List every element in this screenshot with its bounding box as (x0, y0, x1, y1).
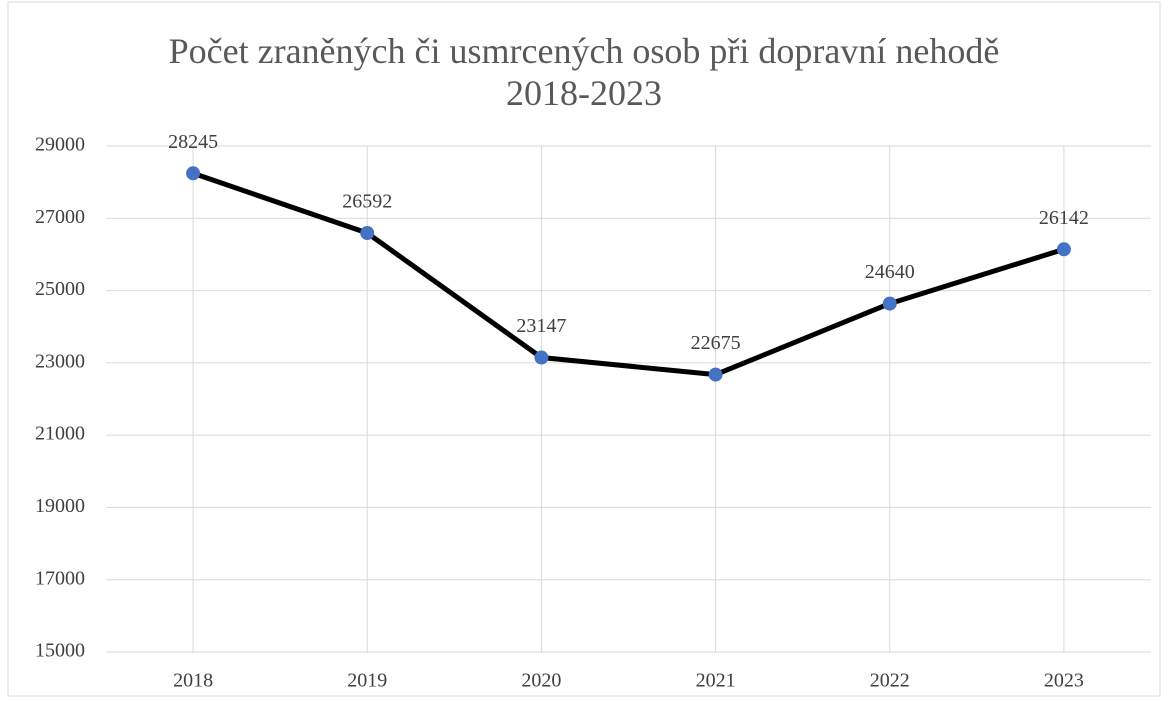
x-tick-label: 2018 (173, 670, 213, 692)
y-tick-label: 17000 (35, 567, 85, 589)
marks: 28245 26592 23147 22675 24640 26142 (168, 131, 1089, 382)
data-label: 23147 (516, 315, 566, 337)
x-tick-label: 2023 (1044, 670, 1084, 692)
data-label: 28245 (168, 131, 218, 153)
chart-frame (7, 1, 1161, 697)
y-tick-label: 19000 (35, 495, 85, 517)
marker (186, 166, 201, 181)
data-label: 24640 (865, 261, 915, 283)
data-label: 22675 (691, 332, 741, 354)
chart-title: Počet zraněných či usmrcených osob při d… (168, 31, 1000, 113)
data-label: 26142 (1039, 207, 1089, 229)
y-tick-label: 25000 (35, 278, 85, 300)
marker (708, 367, 723, 382)
y-tick-label: 21000 (35, 423, 85, 445)
marker (1056, 242, 1071, 257)
data-label: 26592 (342, 191, 392, 213)
marker (534, 350, 549, 365)
y-tick-label: 23000 (35, 350, 85, 372)
marker (882, 296, 897, 311)
grid (106, 145, 1151, 653)
y-tick-label: 27000 (35, 206, 85, 228)
y-tick-label: 15000 (35, 640, 85, 662)
x-tick-label: 2020 (521, 670, 561, 692)
line (192, 170, 1065, 378)
x-tick-label: 2021 (696, 670, 736, 692)
x-tick-label: 2019 (347, 670, 387, 692)
marker (360, 226, 375, 241)
y-tick-label: 29000 (35, 134, 85, 156)
x-tick-label: 2022 (870, 670, 910, 692)
